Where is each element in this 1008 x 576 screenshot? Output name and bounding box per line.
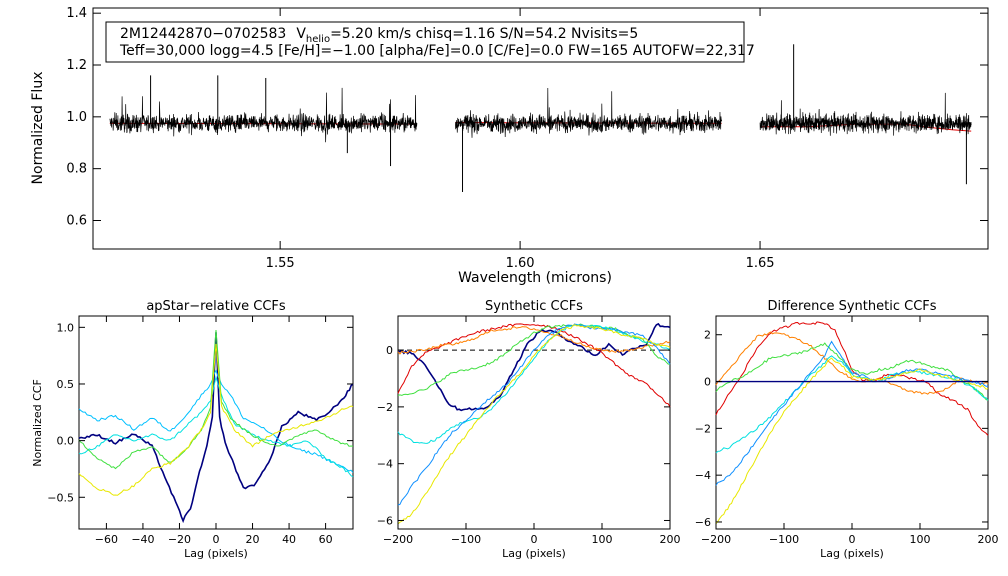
- difference-ccf-series-visit-3: [715, 342, 989, 401]
- spectrum-ylabel: Normalized Flux: [30, 72, 46, 185]
- difference-ccf-axis-ticks: −200 −100 0 100 200 −6 −4 −2 0 2: [695, 316, 999, 546]
- difference-ccf-xtick-label: 200: [978, 533, 999, 546]
- difference-ccf-ytick-label: 0: [704, 376, 711, 389]
- spectrum-ytick-label: 1.2: [66, 58, 87, 73]
- difference-ccf-xtick-label: 100: [910, 533, 931, 546]
- synthetic-ccf-ytick-label: −2: [377, 401, 393, 414]
- spectrum-frame: [92, 7, 989, 250]
- spectrum-panel: 1.55 1.60 1.65 0.6 0.8 1.0 1.2 1.4 Wavelength (…: [30, 6, 989, 286]
- spectrum-ytick-label: 1.4: [66, 6, 87, 21]
- synthetic-ccf-xtick-label: 0: [531, 533, 538, 546]
- spectrum-observed-chip-1: [109, 87, 418, 143]
- difference-ccf-ytick-label: −2: [695, 422, 711, 435]
- synthetic-ccf-ytick-label: −4: [377, 458, 393, 471]
- synthetic-ccf-ytick-label: −6: [377, 514, 393, 527]
- spectrum-ytick-label: 0.6: [66, 213, 87, 228]
- apstar-ccf-xtick-label: 0: [213, 533, 220, 546]
- synthetic-ccf-series-visit-4: [397, 323, 671, 396]
- apstar-ccf-xtick-label: −40: [131, 533, 154, 546]
- synthetic-ccf-title: Synthetic CCFs: [485, 299, 583, 314]
- apstar-ccf-series-visit-3: [78, 375, 354, 478]
- difference-ccf-series-visit-6: [715, 357, 989, 524]
- spectrum-observed-chip-3: [759, 92, 972, 136]
- spectrum-info-box: 2M12442870−0702583 Vhelio=5.20 km/s chisq…: [105, 21, 755, 63]
- apstar-ccf-xtick-label: 20: [246, 533, 260, 546]
- info-star-id: 2M12442870−0702583: [120, 26, 286, 42]
- apstar-ccf-series-visit-5: [78, 343, 354, 496]
- spectrum-model-chip-1: [109, 122, 417, 125]
- synthetic-ccf-series-visit-1: [397, 322, 671, 412]
- difference-ccf-series-visit-1: [715, 321, 989, 436]
- apstar-ccf-xlabel: Lag (pixels): [184, 547, 248, 560]
- spectrum-xtick-label: 1.65: [746, 256, 775, 271]
- apstar-ccf-axis-ticks: −60 −40 −20 0 20 40 60 −0.5 0.0 0.5 1.0: [47, 316, 353, 546]
- difference-ccf-ytick-label: −4: [695, 469, 711, 482]
- spectrum-ytick-label: 1.0: [66, 110, 87, 125]
- info-vhelio-symbol: V: [296, 26, 306, 42]
- info-box-frame: [105, 21, 745, 63]
- spectrum-xtick-label: 1.60: [506, 256, 535, 271]
- spectrum-data-layer: [109, 44, 972, 192]
- synthetic-ccf-xtick-label: −100: [451, 533, 481, 546]
- apstar-ccf-xtick-label: −20: [168, 533, 191, 546]
- apstar-ccf-ytick-label: 1.0: [57, 321, 75, 334]
- apstar-ccf-series-visit-2: [78, 369, 354, 473]
- apstar-ccf-lines: [78, 329, 354, 524]
- difference-ccf-series-visit-5: [715, 340, 989, 486]
- apstar-ccf-ytick-label: 0.0: [57, 435, 75, 448]
- difference-ccf-ytick-label: 2: [704, 329, 711, 342]
- synthetic-ccf-xlabel: Lag (pixels): [502, 547, 566, 560]
- synthetic-ccf-series-visit-3: [397, 326, 671, 355]
- synthetic-ccf-axis-ticks: −200 −100 0 100 200 −6 −4 −2 0: [377, 316, 681, 546]
- difference-ccf-xtick-label: −200: [701, 533, 731, 546]
- spectrum-xtick-label: 1.55: [266, 256, 295, 271]
- spectrum-axis-ticks: 1.55 1.60 1.65 0.6 0.8 1.0 1.2 1.4: [66, 6, 988, 271]
- apstar-ccf-ylabel: Normalized CCF: [31, 379, 44, 467]
- spectrum-ytick-label: 0.8: [66, 162, 87, 177]
- difference-ccf-ytick-label: −6: [695, 516, 711, 529]
- synthetic-ccf-ytick-label: 0: [386, 344, 393, 357]
- apstar-ccf-ytick-label: −0.5: [47, 491, 74, 504]
- synthetic-ccf-xtick-label: 200: [660, 533, 681, 546]
- difference-ccf-title: Difference Synthetic CCFs: [767, 299, 936, 314]
- info-line-1: 2M12442870−0702583 Vhelio=5.20 km/s chisq…: [120, 26, 638, 45]
- difference-ccf-lines: [715, 321, 989, 524]
- apstar-ccf-ytick-label: 0.5: [57, 378, 75, 391]
- apstar-ccf-panel: −60 −40 −20 0 20 40 60 −0.5 0.0 0.5 1.0 apStar−rel…: [31, 299, 354, 560]
- synthetic-ccf-xtick-label: −200: [383, 533, 413, 546]
- apstar-ccf-xtick-label: 60: [319, 533, 333, 546]
- difference-ccf-xtick-label: −100: [769, 533, 799, 546]
- spectrum-observed-chip-2: [454, 88, 723, 138]
- apstar-ccf-series-visit-4: [78, 329, 354, 470]
- spectrum-xlabel: Wavelength (microns): [458, 270, 612, 286]
- difference-ccf-panel: −200 −100 0 100 200 −6 −4 −2 0 2 Difference Synth…: [695, 299, 999, 560]
- difference-ccf-xtick-label: 0: [849, 533, 856, 546]
- difference-ccf-series-visit-2: [715, 331, 989, 395]
- apstar-ccf-xtick-label: 40: [282, 533, 296, 546]
- apstar-ccf-xtick-label: −60: [95, 533, 118, 546]
- apstar-ccf-title: apStar−relative CCFs: [146, 299, 286, 314]
- synthetic-ccf-series-visit-6: [397, 323, 671, 506]
- synthetic-ccf-series-visit-5: [397, 323, 671, 444]
- info-vhelio-sub: helio: [306, 34, 330, 45]
- difference-ccf-xlabel: Lag (pixels): [820, 547, 884, 560]
- info-line-2: Teff=30,000 logg=4.5 [Fe/H]=−1.00 [alpha…: [119, 43, 755, 59]
- synthetic-ccf-panel: −200 −100 0 100 200 −6 −4 −2 0 Synthetic CCFs La…: [377, 299, 681, 560]
- synthetic-ccf-series-visit-7: [397, 324, 671, 525]
- synthetic-ccf-lines: [397, 322, 671, 525]
- synthetic-ccf-xtick-label: 100: [592, 533, 613, 546]
- info-line-1-values: =5.20 km/s chisq=1.16 S/N=54.2 Nvisits=5: [330, 26, 638, 42]
